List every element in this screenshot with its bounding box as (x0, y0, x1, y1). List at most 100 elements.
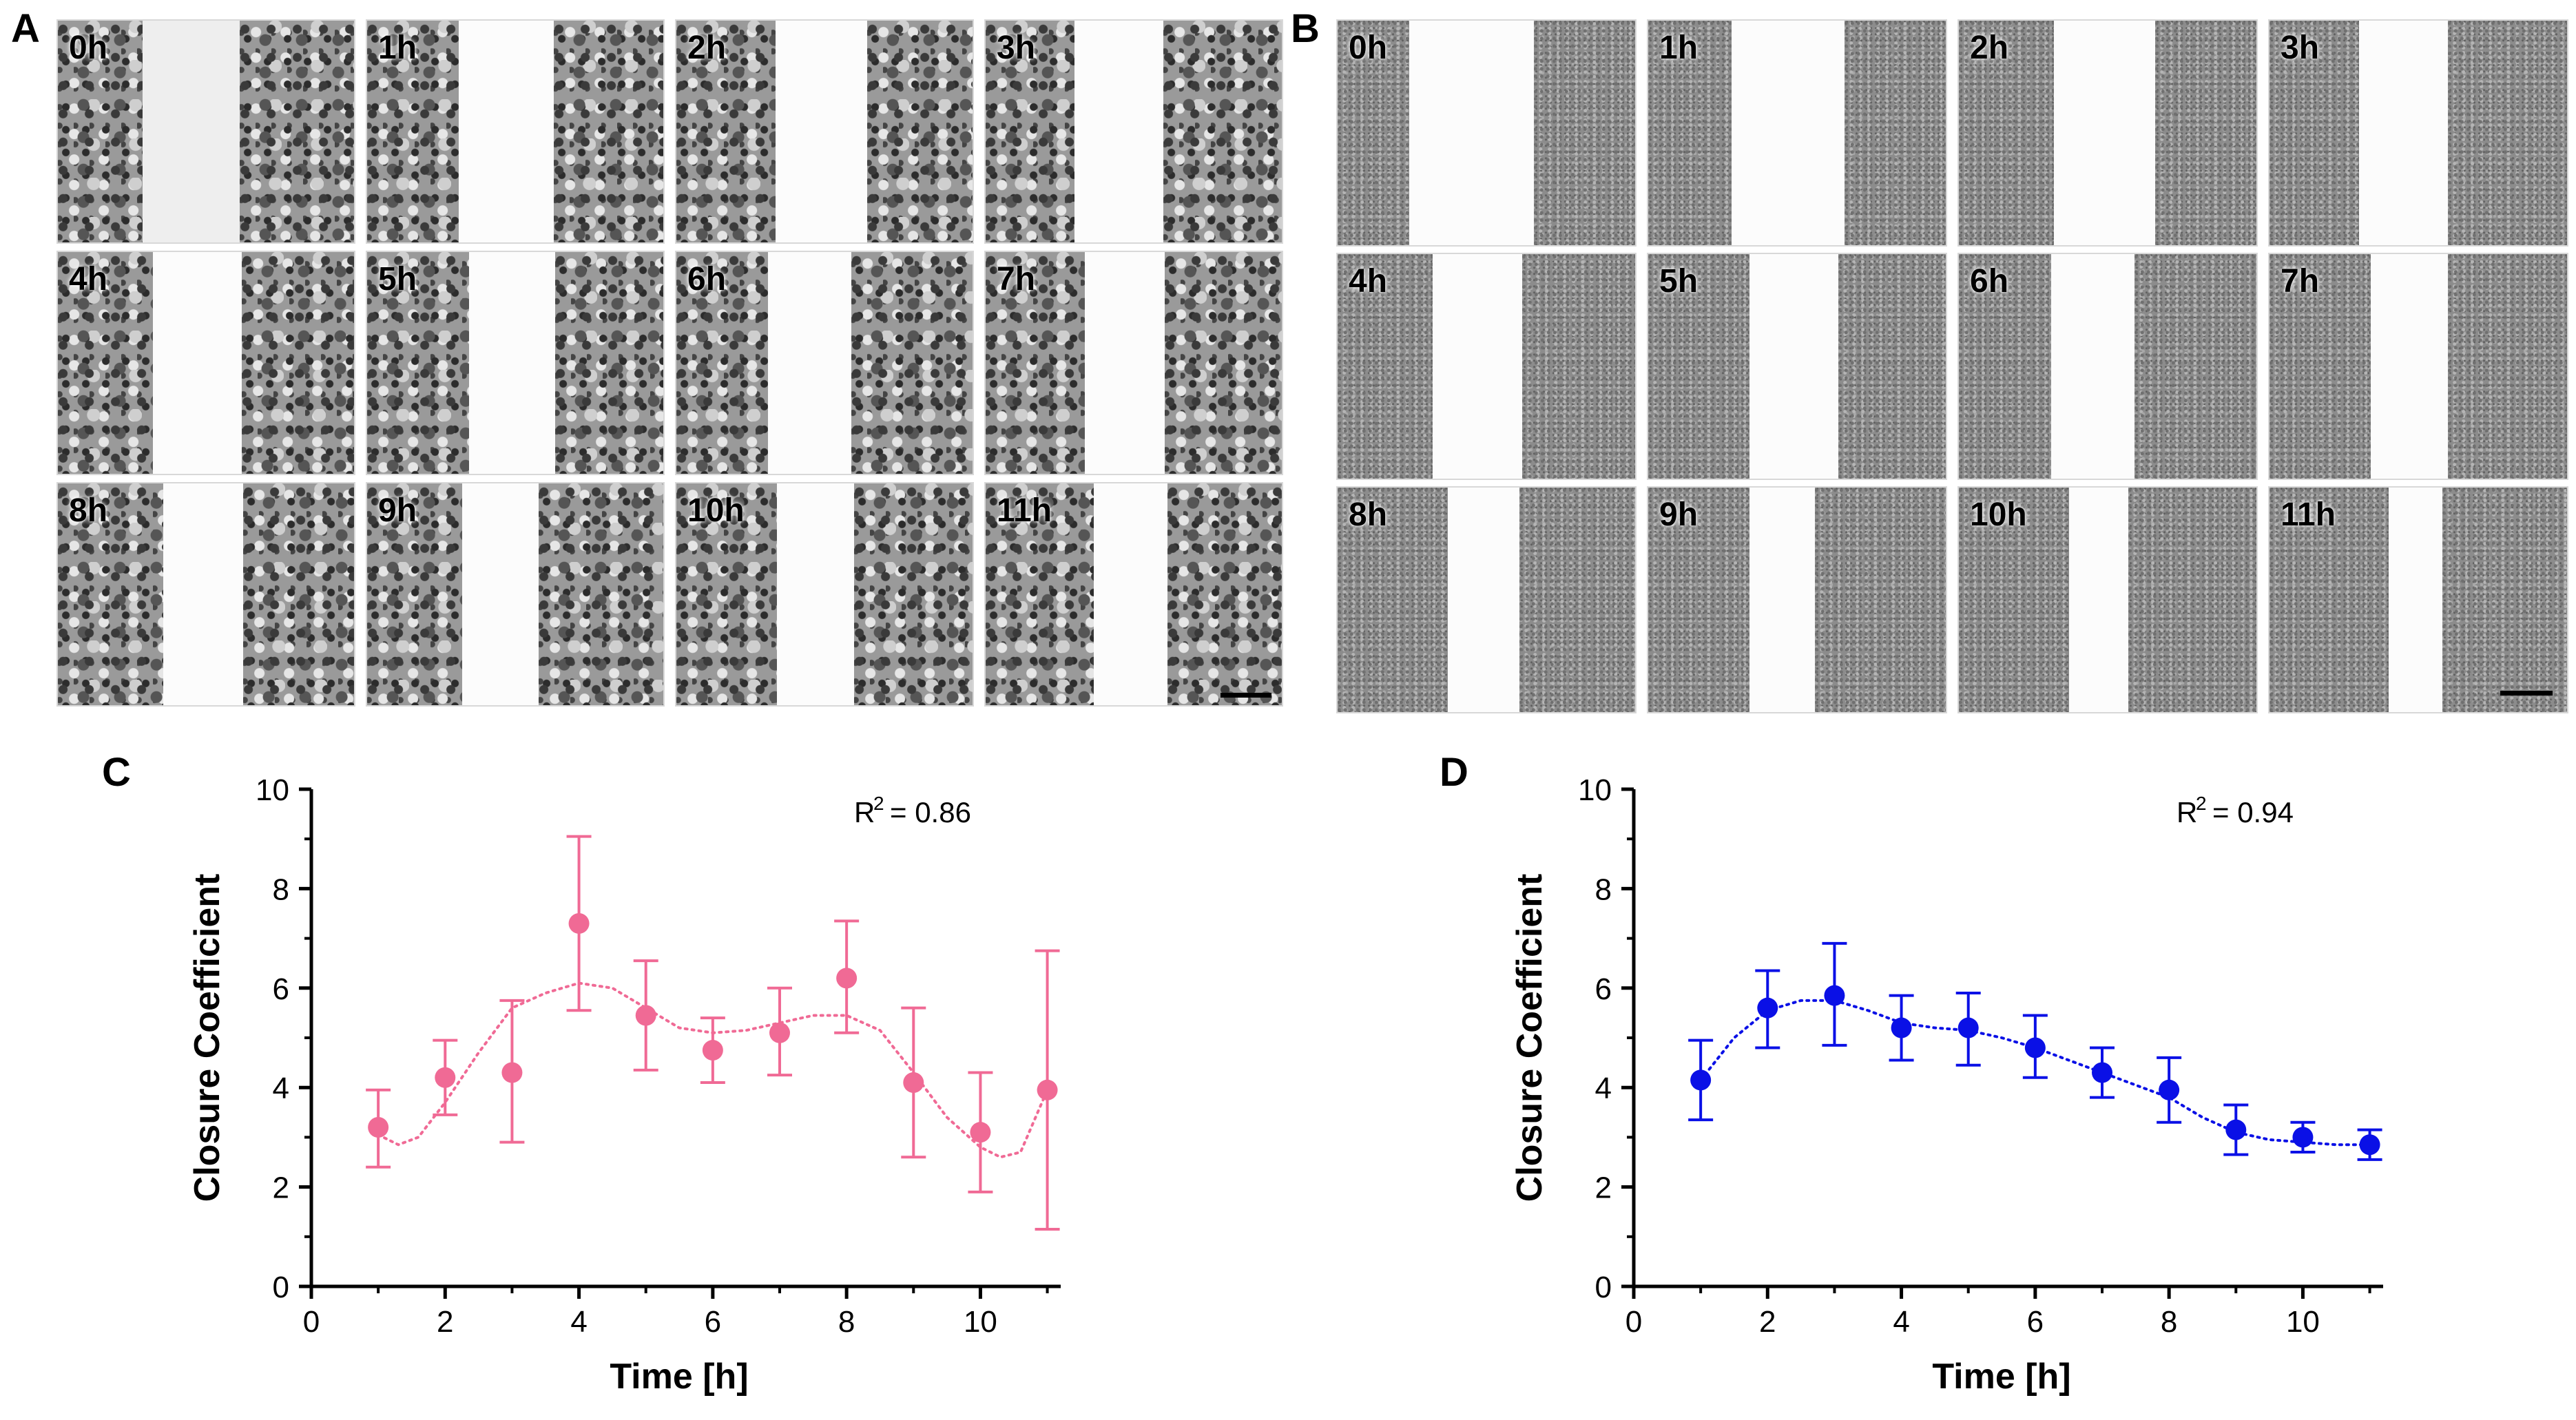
y-tick-label: 8 (1595, 873, 1612, 906)
x-tick-label: 4 (1893, 1305, 1909, 1339)
data-point (702, 1040, 723, 1061)
timelapse-label: 5h (378, 261, 417, 297)
x-axis-label: Time [h] (1932, 1357, 2070, 1397)
panel-label-c: C (102, 750, 131, 795)
timelapse-tile-3h: 3h (2268, 19, 2568, 247)
timelapse-label: 7h (2281, 263, 2320, 300)
timelapse-label: 10h (687, 492, 745, 529)
timelapse-label: 7h (997, 261, 1036, 297)
panel-label-a: A (11, 6, 40, 51)
x-tick-label: 2 (1759, 1305, 1776, 1339)
r-squared-symbol: R (2177, 796, 2197, 828)
timelapse-label: 1h (1659, 30, 1699, 66)
timelapse-label: 0h (69, 30, 108, 66)
data-point (1037, 1079, 1058, 1100)
timelapse-tile-7h: 7h (984, 251, 1283, 475)
timelapse-label: 4h (69, 261, 108, 297)
y-tick-label: 4 (273, 1072, 289, 1105)
timelapse-label: 3h (997, 30, 1036, 66)
y-tick-label: 0 (1595, 1271, 1612, 1304)
timelapse-tile-1h: 1h (366, 19, 665, 244)
timelapse-tile-0h: 0h (56, 19, 355, 244)
x-tick-label: 10 (2286, 1305, 2320, 1339)
x-axis-label: Time [h] (610, 1357, 748, 1397)
data-point (769, 1022, 790, 1043)
panel-label-d: D (1440, 750, 1468, 795)
timelapse-label: 4h (1349, 263, 1388, 300)
timelapse-tile-8h: 8h (56, 482, 355, 707)
y-tick-label: 10 (256, 773, 289, 807)
r-squared-symbol: R (854, 796, 875, 828)
timelapse-tile-9h: 9h (366, 482, 665, 707)
timelapse-label: 2h (1970, 30, 2009, 66)
y-tick-label: 6 (273, 972, 289, 1006)
timelapse-tile-9h: 9h (1647, 486, 1947, 713)
x-tick-label: 2 (437, 1305, 453, 1339)
y-axis-label: Closure Coefficient (187, 874, 227, 1202)
timelapse-tile-6h: 6h (1957, 253, 2258, 480)
data-point (1957, 1017, 1979, 1038)
timelapse-tile-2h: 2h (1957, 19, 2258, 247)
timelapse-label: 10h (1970, 497, 2027, 533)
data-point (2292, 1127, 2314, 1148)
data-point (2092, 1062, 2112, 1083)
x-tick-label: 0 (1625, 1305, 1642, 1339)
data-point (1690, 1069, 1712, 1091)
timelapse-label: 6h (687, 261, 727, 297)
data-point (368, 1116, 389, 1138)
data-point (836, 968, 858, 989)
x-tick-label: 0 (303, 1305, 320, 1339)
timelapse-tile-8h: 8h (1336, 486, 1637, 713)
timelapse-label: 2h (687, 30, 727, 66)
microscopy-grid-a: 0h 1h 2h 3h 4h 5h 6h 7h 8h 9h 10h 11h (56, 19, 1283, 707)
data-point (1824, 985, 1845, 1006)
x-tick-label: 8 (838, 1305, 855, 1339)
data-point (501, 1062, 523, 1083)
timelapse-label: 8h (1349, 497, 1388, 533)
data-point (2159, 1079, 2180, 1100)
timelapse-label: 8h (69, 492, 108, 529)
timelapse-label: 11h (2281, 497, 2336, 533)
data-point (568, 912, 590, 934)
timelapse-tile-10h: 10h (675, 482, 974, 707)
x-tick-label: 10 (964, 1305, 997, 1339)
r-squared-superscript: 2 (873, 793, 884, 814)
y-tick-label: 8 (273, 873, 289, 906)
scale-bar (1221, 693, 1271, 698)
data-point (1891, 1017, 1912, 1038)
r-squared-value: = 0.86 (890, 796, 971, 828)
x-tick-label: 6 (705, 1305, 721, 1339)
timelapse-tile-4h: 4h (1336, 253, 1637, 480)
timelapse-tile-6h: 6h (675, 251, 974, 475)
microscopy-grid-b: 0h 1h 2h 3h 4h 5h 6h 7h 8h 9h 10h 11h (1336, 19, 2569, 713)
panel-label-b: B (1291, 6, 1320, 51)
chart-d: 0 2 4 6 8 10 0 2 4 6 8 10 Time [h] Closure Coefficien… (1510, 773, 2383, 1397)
timelapse-tile-11h: 11h (984, 482, 1283, 707)
data-point (2359, 1134, 2380, 1156)
y-axis-label: Closure Coefficient (1510, 874, 1550, 1202)
y-tick-label: 4 (1595, 1072, 1612, 1105)
y-tick-label: 2 (1595, 1171, 1612, 1205)
y-tick-label: 2 (273, 1171, 289, 1205)
x-tick-label: 6 (2027, 1305, 2044, 1339)
timelapse-label: 0h (1349, 30, 1388, 66)
scale-bar (2500, 691, 2553, 696)
timelapse-tile-5h: 5h (366, 251, 665, 475)
timelapse-tile-3h: 3h (984, 19, 1283, 244)
data-point (970, 1122, 991, 1143)
timelapse-tile-0h: 0h (1336, 19, 1637, 247)
timelapse-tile-4h: 4h (56, 251, 355, 475)
timelapse-label: 9h (378, 492, 417, 529)
data-point (1757, 997, 1778, 1019)
timelapse-label: 1h (378, 30, 417, 66)
y-tick-label: 6 (1595, 972, 1612, 1006)
y-tick-label: 10 (1578, 773, 1612, 807)
timelapse-tile-10h: 10h (1957, 486, 2258, 713)
timelapse-tile-11h: 11h (2268, 486, 2568, 713)
timelapse-label: 5h (1659, 263, 1699, 300)
timelapse-tile-1h: 1h (1647, 19, 1947, 247)
x-tick-label: 8 (2161, 1305, 2177, 1339)
data-point (2225, 1119, 2247, 1140)
timelapse-label: 3h (2281, 30, 2320, 66)
y-tick-label: 0 (273, 1271, 289, 1304)
